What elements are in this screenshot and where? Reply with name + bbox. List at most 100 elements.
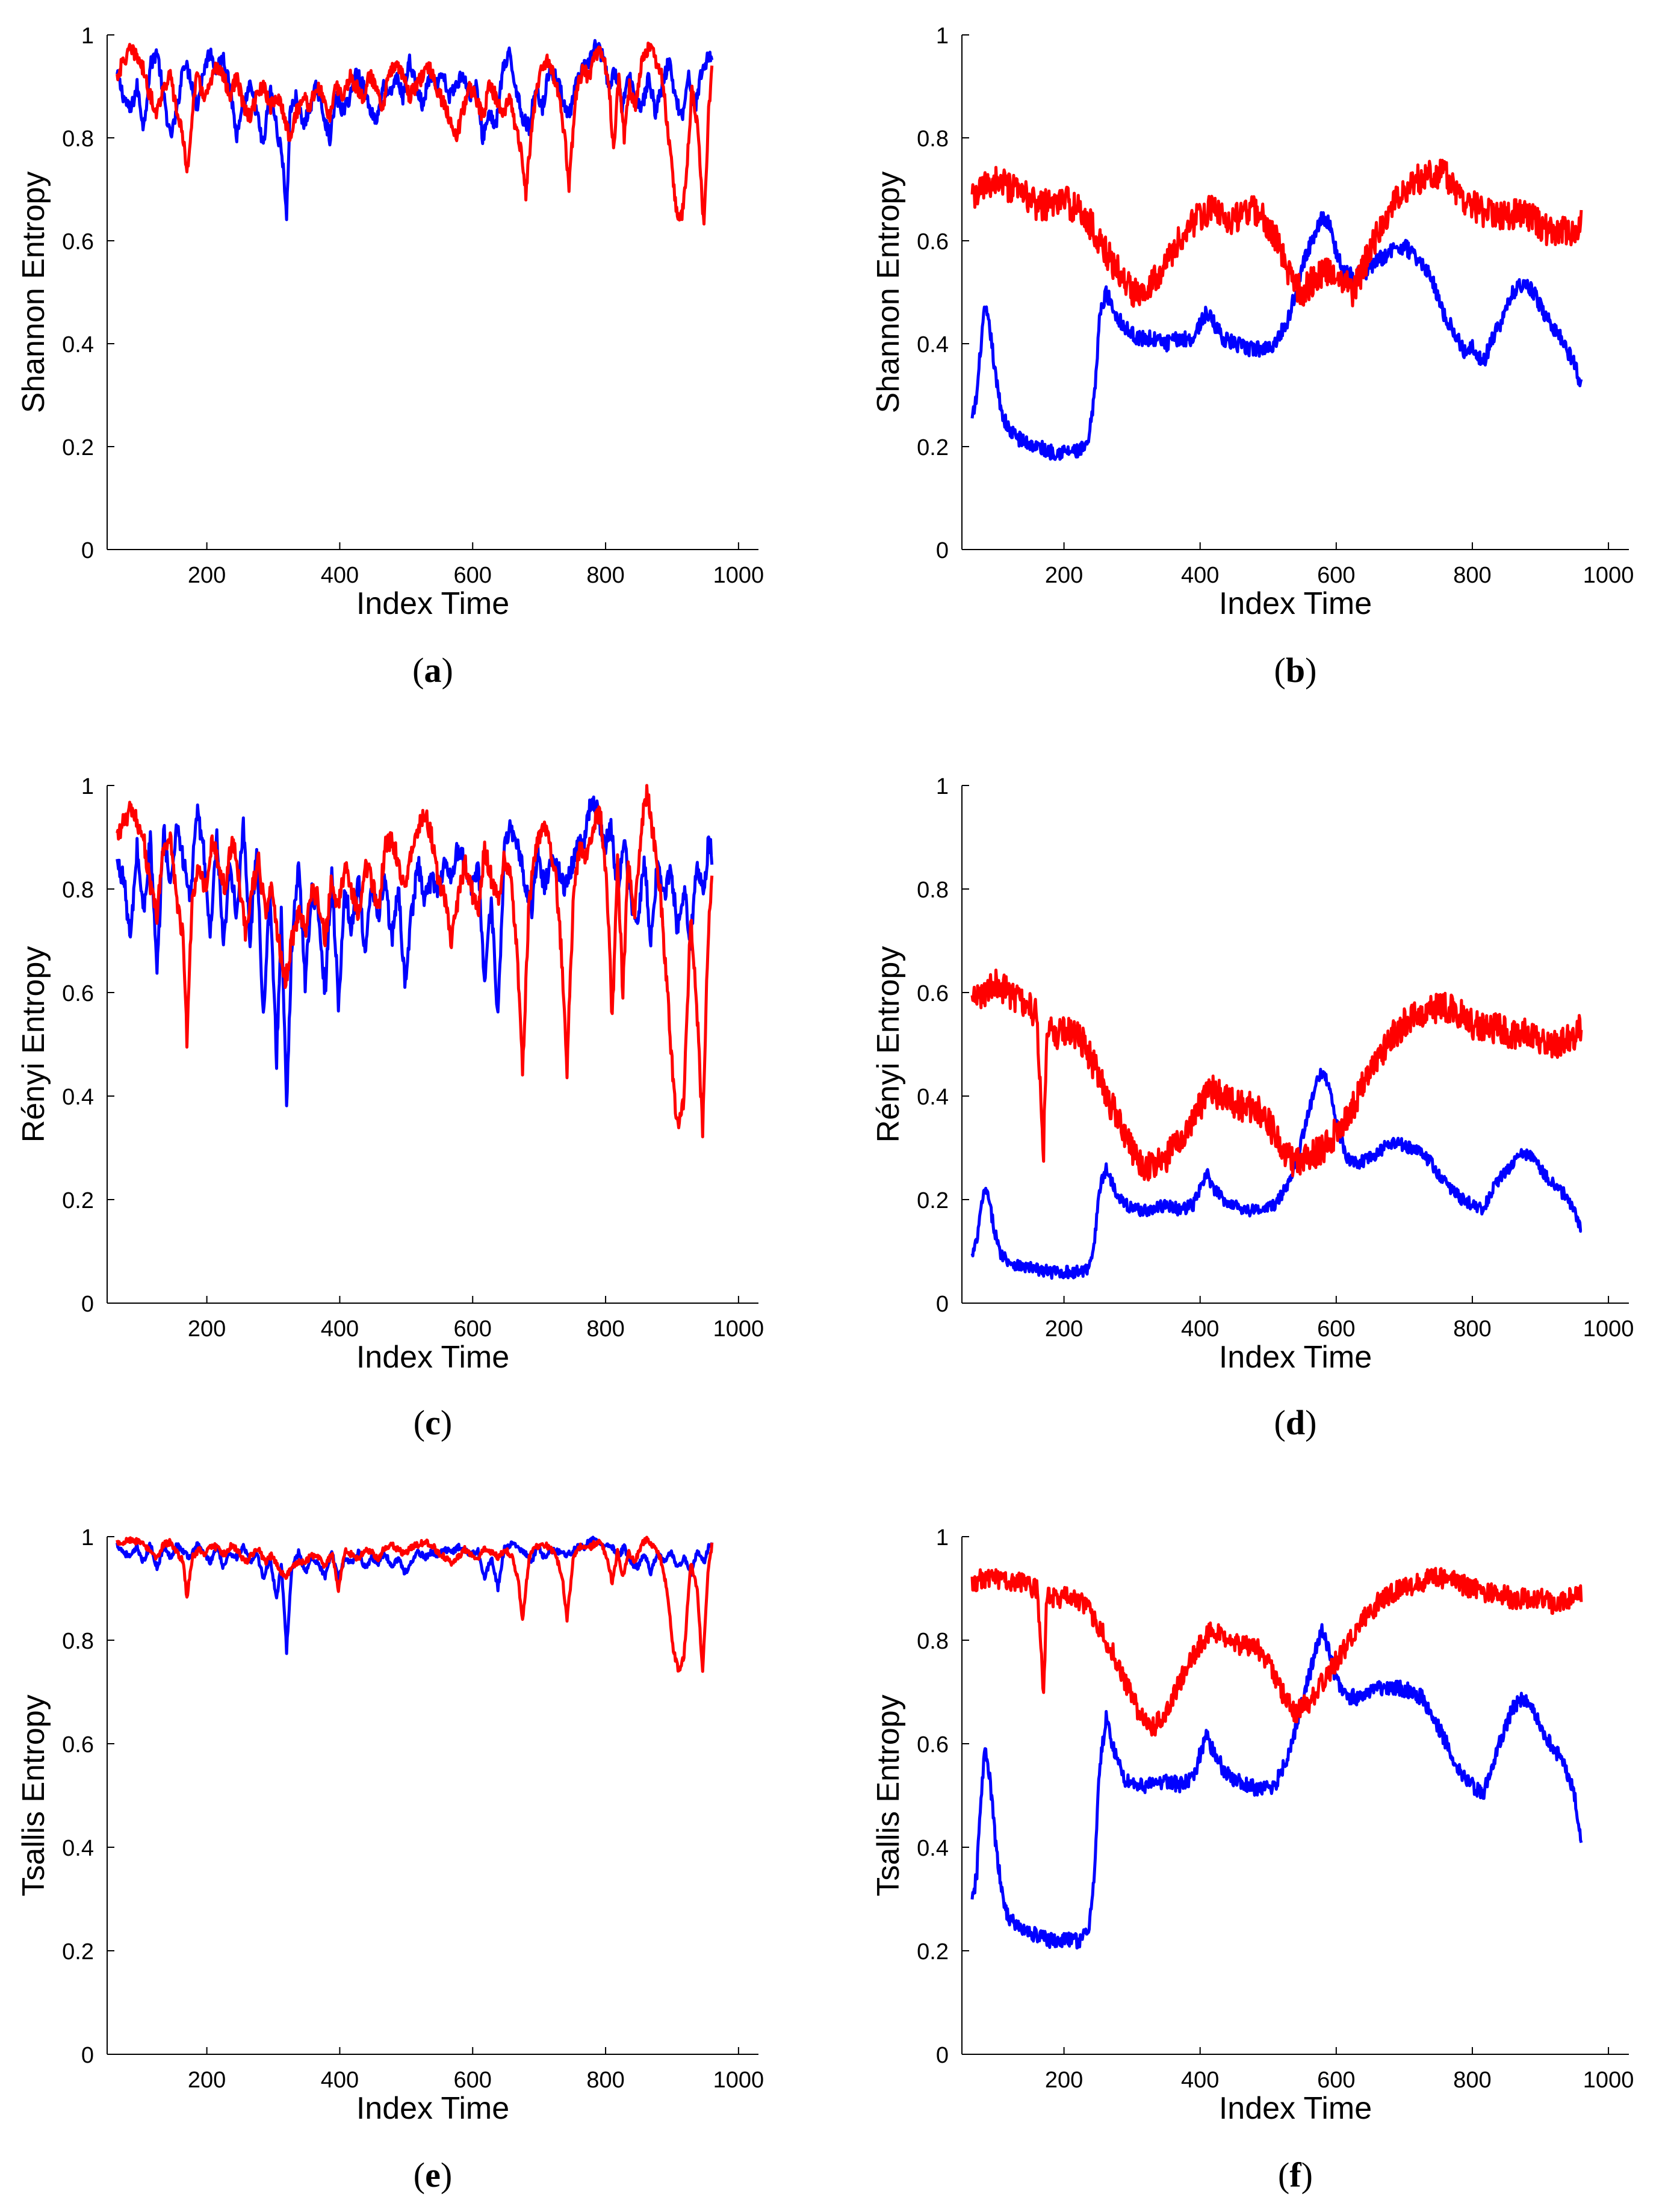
- x-tick-label: 400: [321, 1316, 359, 1342]
- x-tick-label: 400: [1181, 2068, 1219, 2093]
- x-tick-label: 800: [586, 1316, 624, 1342]
- x-tick-label: 1000: [1583, 563, 1634, 588]
- series-line-blue: [970, 1068, 1583, 1280]
- y-tick-label: 1: [936, 774, 949, 799]
- series-line-blue: [970, 211, 1583, 461]
- chart-c: 0 0.2 0.4 0.6 0.8 1 200 400 600 800 1000 Index Time…: [16, 774, 764, 1442]
- y-tick-label: 1: [81, 23, 94, 49]
- x-tick-label: 800: [1453, 1316, 1491, 1342]
- series-line-red: [116, 1535, 714, 1673]
- x-axis-label: Index Time: [1219, 1340, 1372, 1375]
- y-tick-label: 0.4: [62, 1085, 94, 1110]
- y-tick-label: 0.2: [917, 435, 949, 460]
- y-tick-label: 0.4: [917, 332, 949, 358]
- series-line-red: [970, 1567, 1583, 1737]
- y-tick-label: 0.6: [917, 1732, 949, 1758]
- x-tick-label: 800: [586, 2068, 624, 2093]
- y-tick-label: 0.4: [62, 332, 94, 358]
- y-tick-label: 0.8: [917, 878, 949, 903]
- x-tick-label: 200: [188, 2068, 226, 2093]
- y-tick-label: 1: [936, 23, 949, 49]
- x-axis-label: Index Time: [1219, 586, 1372, 621]
- x-tick-label: 600: [454, 2068, 492, 2093]
- x-tick-label: 600: [1317, 2068, 1355, 2093]
- y-tick-label: 0.4: [62, 1836, 94, 1861]
- x-tick-label: 400: [321, 2068, 359, 2093]
- series-line-red: [970, 158, 1583, 308]
- y-tick-label: 0.6: [62, 1732, 94, 1758]
- y-tick-label: 0.6: [62, 229, 94, 255]
- x-tick-label: 400: [1181, 563, 1219, 588]
- y-tick-label: 0.8: [62, 878, 94, 903]
- series-line-blue: [116, 795, 714, 1108]
- x-axis-label: Index Time: [356, 2091, 509, 2126]
- y-tick-label: 0.4: [917, 1085, 949, 1110]
- y-tick-label: 0: [936, 538, 949, 563]
- y-axis-label: Rényi Entropy: [16, 946, 51, 1143]
- y-tick-label: 0.2: [62, 435, 94, 460]
- series-line-blue: [970, 1623, 1583, 1950]
- y-axis-label: Shannon Entropy: [16, 172, 51, 414]
- chart-a: 0 0.2 0.4 0.6 0.8 1 200 400 600 800 1000 Index Time…: [16, 23, 764, 690]
- y-tick-label: 0.2: [917, 1188, 949, 1213]
- x-axis-label: Index Time: [1219, 2091, 1372, 2126]
- x-tick-label: 1000: [1583, 1316, 1634, 1342]
- x-tick-label: 800: [1453, 563, 1491, 588]
- x-tick-label: 800: [1453, 2068, 1491, 2093]
- x-tick-label: 1000: [713, 1316, 764, 1342]
- y-tick-label: 1: [936, 1525, 949, 1551]
- series-line-red: [970, 968, 1583, 1182]
- panel-caption: (f): [1278, 2155, 1313, 2195]
- x-tick-label: 200: [188, 1316, 226, 1342]
- panel-caption: (e): [414, 2155, 452, 2195]
- x-axis-label: Index Time: [356, 586, 509, 621]
- y-tick-label: 0.4: [917, 1836, 949, 1861]
- x-tick-label: 800: [586, 563, 624, 588]
- x-tick-label: 600: [1317, 563, 1355, 588]
- y-tick-label: 0.2: [62, 1188, 94, 1213]
- y-tick-label: 0.2: [917, 1939, 949, 1965]
- y-axis-label: Shannon Entropy: [871, 172, 906, 414]
- x-tick-label: 600: [1317, 1316, 1355, 1342]
- x-tick-label: 400: [321, 563, 359, 588]
- chart-e: 0 0.2 0.4 0.6 0.8 1 200 400 600 800 1000 Index Time…: [16, 1525, 764, 2195]
- y-tick-label: 0.6: [62, 981, 94, 1006]
- y-tick-label: 0.8: [62, 126, 94, 152]
- x-tick-label: 1000: [1583, 2068, 1634, 2093]
- series-line-red: [116, 784, 714, 1139]
- x-tick-label: 200: [188, 563, 226, 588]
- panel-caption: (b): [1274, 651, 1317, 690]
- y-tick-label: 0: [81, 2043, 94, 2068]
- x-tick-label: 1000: [713, 2068, 764, 2093]
- y-tick-label: 0: [81, 538, 94, 563]
- panel-caption: (c): [414, 1403, 452, 1442]
- y-tick-label: 1: [81, 1525, 94, 1551]
- series-line-red: [116, 42, 714, 226]
- panel-caption: (d): [1274, 1403, 1317, 1442]
- x-tick-label: 600: [454, 1316, 492, 1342]
- y-tick-label: 0.2: [62, 1939, 94, 1965]
- x-tick-label: 400: [1181, 1316, 1219, 1342]
- x-tick-label: 600: [454, 563, 492, 588]
- x-tick-label: 200: [1045, 2068, 1083, 2093]
- y-tick-label: 0.8: [917, 126, 949, 152]
- x-axis-label: Index Time: [356, 1340, 509, 1375]
- y-tick-label: 0.6: [917, 229, 949, 255]
- y-tick-label: 1: [81, 774, 94, 799]
- y-tick-label: 0.8: [917, 1629, 949, 1654]
- x-tick-label: 1000: [713, 563, 764, 588]
- chart-b: 0 0.2 0.4 0.6 0.8 1 200 400 600 800 1000 Index Time…: [871, 23, 1634, 690]
- y-tick-label: 0.6: [917, 981, 949, 1006]
- y-axis-label: Tsallis Entropy: [871, 1694, 906, 1896]
- y-axis-label: Tsallis Entropy: [16, 1694, 51, 1896]
- chart-d: 0 0.2 0.4 0.6 0.8 1 200 400 600 800 1000 Index Time…: [871, 774, 1634, 1442]
- y-tick-label: 0: [936, 1292, 949, 1317]
- y-tick-label: 0: [81, 1292, 94, 1317]
- chart-f: 0 0.2 0.4 0.6 0.8 1 200 400 600 800 1000 Index Time…: [871, 1525, 1634, 2195]
- y-tick-label: 0: [936, 2043, 949, 2068]
- y-tick-label: 0.8: [62, 1629, 94, 1654]
- y-axis-label: Rényi Entropy: [871, 946, 906, 1143]
- x-tick-label: 200: [1045, 1316, 1083, 1342]
- panel-caption: (a): [412, 651, 453, 690]
